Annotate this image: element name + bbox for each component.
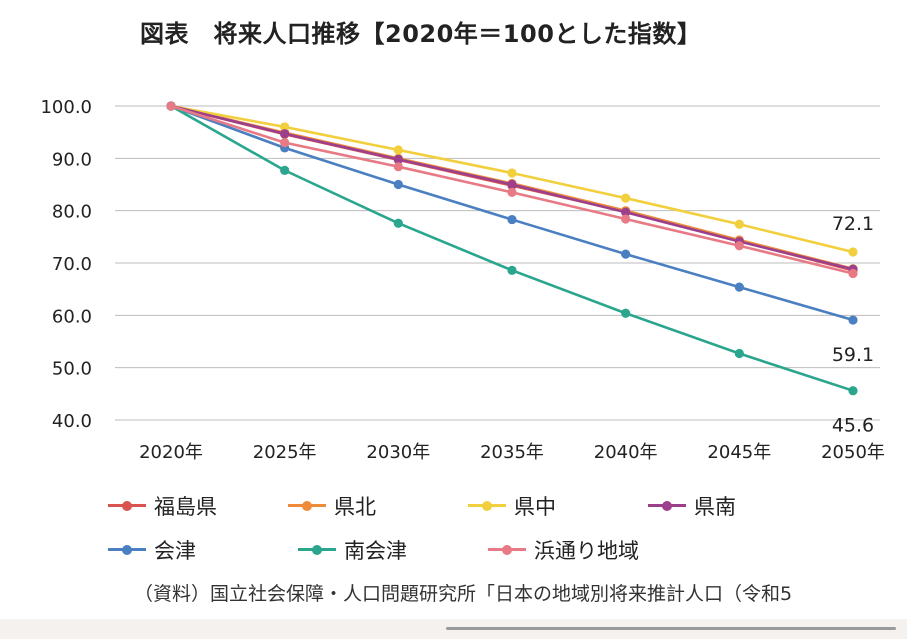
source-note: （資料）国立社会保障・人口問題研究所「日本の地域別将来推計人口（令和5	[134, 583, 793, 605]
legend: 福島県 県北 県中 県南会津 南会津 浜通り地域	[108, 484, 828, 572]
data-point	[166, 101, 176, 111]
data-point	[280, 138, 290, 148]
data-label: 45.6	[832, 415, 874, 437]
legend-swatch	[288, 496, 326, 516]
grid-layer	[115, 105, 880, 421]
data-point	[507, 179, 517, 190]
data-point	[507, 214, 517, 225]
data-point	[621, 308, 631, 318]
x-tick-label: 2040年	[594, 442, 658, 463]
legend-item: 県北	[288, 491, 468, 521]
y-tick-label: 70.0	[52, 254, 92, 275]
y-tick-label: 40.0	[52, 411, 92, 432]
scroll-indicator[interactable]	[446, 627, 896, 630]
data-point	[280, 129, 290, 139]
legend-label: 県北	[334, 495, 376, 519]
x-tick-label: 2050年	[821, 442, 885, 463]
data-point	[280, 122, 290, 132]
line-chart: 100.0 90.0 80.0 70.0 60.0 50.0 40.0 2020年 2025年…	[40, 97, 885, 463]
legend-swatch	[648, 496, 686, 516]
legend-row: 会津 南会津 浜通り地域	[108, 528, 828, 572]
x-tick-label: 2020年	[139, 442, 203, 463]
legend-label: 南会津	[344, 539, 407, 563]
series-5	[166, 101, 858, 396]
data-point	[734, 219, 744, 229]
data-point	[734, 241, 744, 251]
data-point	[393, 179, 403, 190]
data-point	[393, 145, 403, 155]
x-tick-label: 2030年	[366, 442, 430, 463]
data-point	[621, 207, 631, 217]
legend-swatch	[298, 540, 336, 560]
data-point	[507, 168, 517, 178]
series-4	[166, 101, 858, 325]
y-tick-label: 100.0	[40, 97, 92, 118]
data-point	[393, 162, 403, 172]
data-label: 72.1	[832, 213, 874, 235]
legend-item: 福島県	[108, 491, 288, 521]
series-layer	[166, 101, 858, 396]
chart-title: 図表 将来人口推移【2020年＝100とした指数】	[140, 20, 702, 48]
series-6	[166, 101, 858, 279]
x-tick-label: 2035年	[480, 442, 544, 463]
legend-item: 県南	[648, 491, 828, 521]
legend-swatch	[468, 496, 506, 516]
y-tick-label: 60.0	[52, 306, 92, 327]
legend-label: 福島県	[154, 495, 217, 519]
data-point	[621, 214, 631, 224]
data-point	[393, 218, 403, 228]
legend-swatch	[108, 496, 146, 516]
x-tick-label: 2025年	[253, 442, 317, 463]
legend-label: 会津	[154, 539, 196, 563]
legend-swatch	[108, 540, 146, 560]
data-point	[734, 348, 744, 359]
data-point	[734, 282, 744, 292]
legend-item: 南会津	[298, 535, 488, 565]
x-tick-label: 2045年	[707, 442, 771, 463]
data-point	[848, 268, 858, 279]
y-tick-label: 50.0	[52, 359, 92, 380]
data-point	[507, 265, 517, 275]
legend-label: 浜通り地域	[534, 539, 639, 563]
y-axis-ticks: 100.0 90.0 80.0 70.0 60.0 50.0 40.0	[40, 97, 92, 432]
legend-swatch	[488, 540, 526, 560]
legend-item: 浜通り地域	[488, 535, 678, 565]
legend-label: 県中	[514, 495, 556, 519]
data-point	[848, 247, 858, 257]
y-tick-label: 80.0	[52, 202, 92, 223]
data-label: 59.1	[832, 344, 874, 366]
data-labels: 72.1 59.1 45.6	[832, 213, 874, 437]
legend-row: 福島県 県北 県中 県南	[108, 484, 828, 528]
data-point	[280, 165, 290, 175]
legend-item: 会津	[108, 535, 298, 565]
x-axis-ticks: 2020年 2025年 2030年 2035年 2040年 2045年 2050年	[139, 442, 885, 463]
data-point	[393, 154, 403, 164]
data-point	[507, 187, 517, 197]
data-point	[848, 315, 858, 325]
data-point	[848, 386, 858, 396]
legend-item: 県中	[468, 491, 648, 521]
y-tick-label: 90.0	[52, 149, 92, 170]
data-point	[621, 249, 631, 259]
data-point	[621, 193, 631, 203]
legend-label: 県南	[694, 495, 736, 519]
